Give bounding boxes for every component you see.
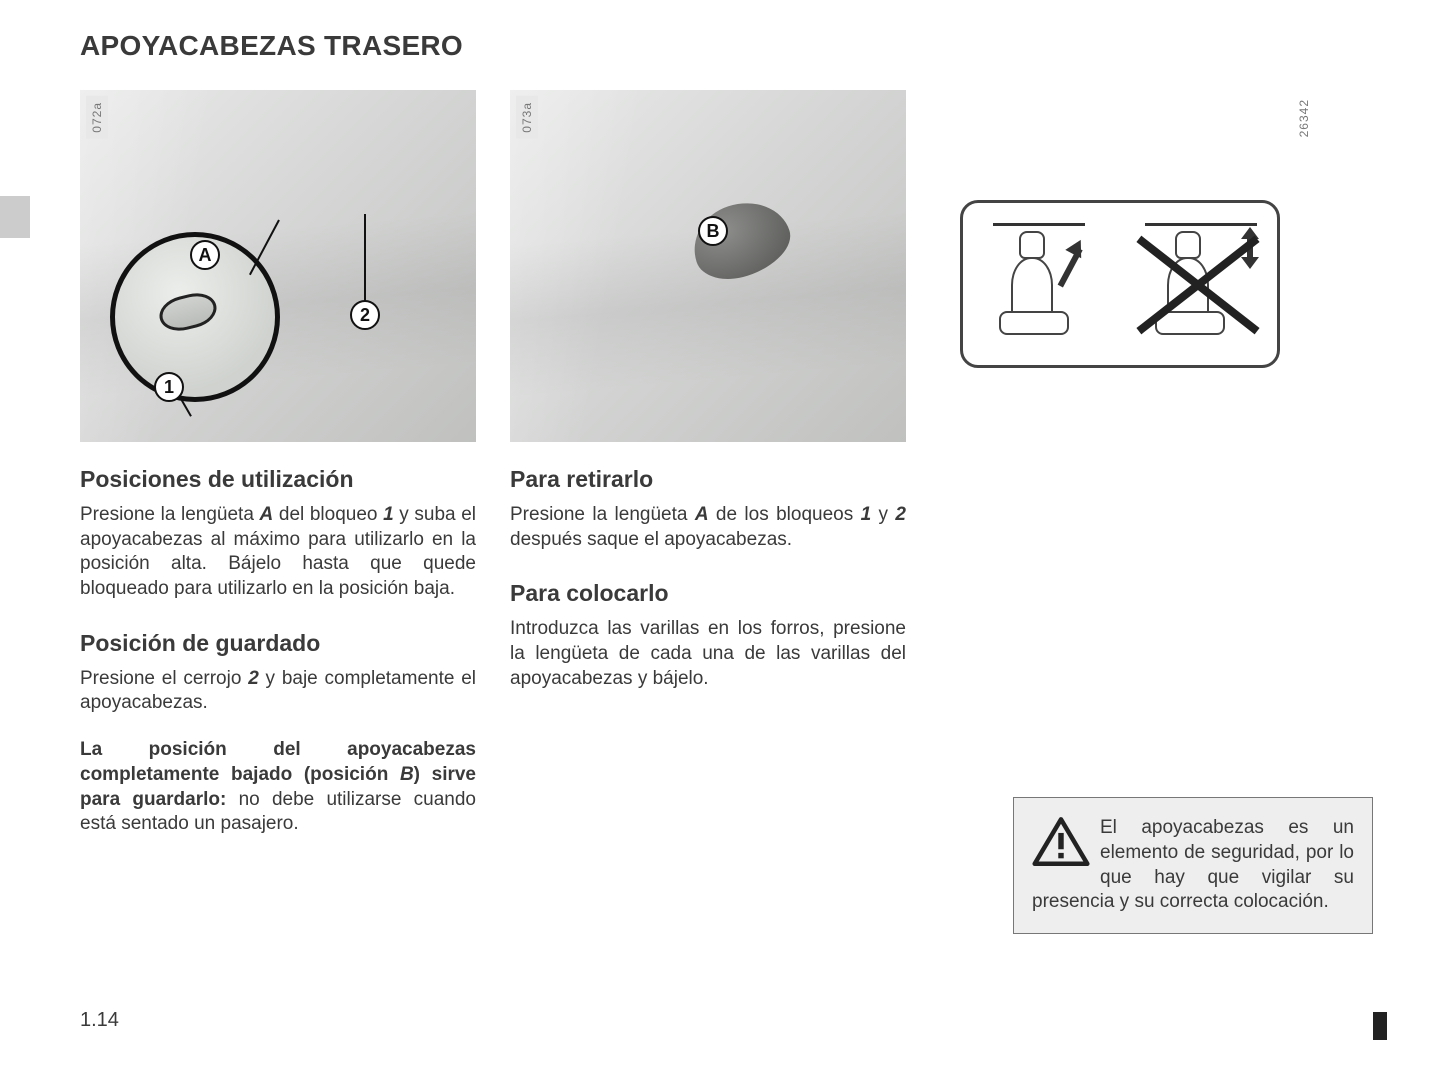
text: de los bloqueos [709,504,861,525]
text: Presione el cerrojo [80,668,248,689]
corner-crop-mark [1373,1012,1387,1040]
text: Presione la lengüeta [510,504,695,525]
callout-label-B: B [698,216,728,246]
subhead-remove: Para retirarlo [510,466,906,493]
subhead-usage-positions: Posiciones de utilización [80,466,476,493]
text: del bloqueo [273,504,383,525]
top-guideline [1145,223,1257,226]
figure-code-left: 072a [86,96,108,139]
paragraph-remove: Presione la lengüeta A de los bloqueos 1… [510,503,906,552]
content-columns: 072a A 1 2 Posiciones de utilización Pre… [80,90,1385,859]
top-guideline [993,223,1085,226]
paragraph-usage: Presione la lengüeta A del bloqueo 1 y s… [80,503,476,602]
paragraph-storage-bold: La posición del apoyacabezas completamen… [80,738,476,837]
ref-2: 2 [895,504,906,525]
ref-B: B [400,764,414,785]
figure-code-right: 26342 [1297,99,1311,137]
subhead-storage-position: Posición de guardado [80,630,476,657]
lock-tab-detail [156,288,221,335]
leader-line [364,214,366,312]
subhead-install: Para colocarlo [510,580,906,607]
figure-code-middle: 073a [516,96,538,139]
text: y [871,504,895,525]
callout-label-2: 2 [350,300,380,330]
seat-correct-icon [997,231,1067,341]
figure-middle: 073a B [510,90,906,442]
ref-1: 1 [383,504,394,525]
arrow-down-icon [1241,257,1259,269]
arrow-up-icon [1065,236,1088,259]
ref-A: A [260,504,274,525]
page-edge-tab [0,196,30,238]
figure-left: 072a A 1 2 [80,90,476,442]
page-title: APOYACABEZAS TRASERO [80,30,1385,62]
column-1: 072a A 1 2 Posiciones de utilización Pre… [80,90,476,859]
warning-triangle-icon [1032,816,1090,868]
paragraph-install: Introduzca las varillas en los forros, p… [510,617,906,691]
ref-1: 1 [861,504,872,525]
callout-label-A: A [190,240,220,270]
text: después saque el apoyacabezas. [510,529,792,550]
figure-right: 26342 [960,200,1280,368]
ref-A: A [695,504,709,525]
callout-label-1: 1 [154,372,184,402]
text: Presione la lengüeta [80,504,260,525]
paragraph-storage: Presione el cerrojo 2 y baje completamen… [80,667,476,716]
warning-box: El apoyacabezas es un elemento de seguri… [1013,797,1373,934]
page-number: 1.14 [80,1009,119,1032]
column-2: 073a B Para retirarlo Presione la lengüe… [510,90,906,859]
column-3: 26342 [940,90,1320,859]
ref-2: 2 [248,668,259,689]
